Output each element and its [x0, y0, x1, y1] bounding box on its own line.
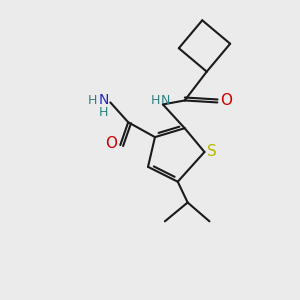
Text: N: N — [98, 94, 109, 107]
Text: N: N — [161, 94, 170, 107]
Text: H: H — [150, 94, 160, 107]
Text: H: H — [99, 106, 108, 119]
Text: O: O — [105, 136, 117, 151]
Text: O: O — [220, 93, 232, 108]
Text: S: S — [207, 145, 216, 160]
Text: H: H — [88, 94, 97, 107]
